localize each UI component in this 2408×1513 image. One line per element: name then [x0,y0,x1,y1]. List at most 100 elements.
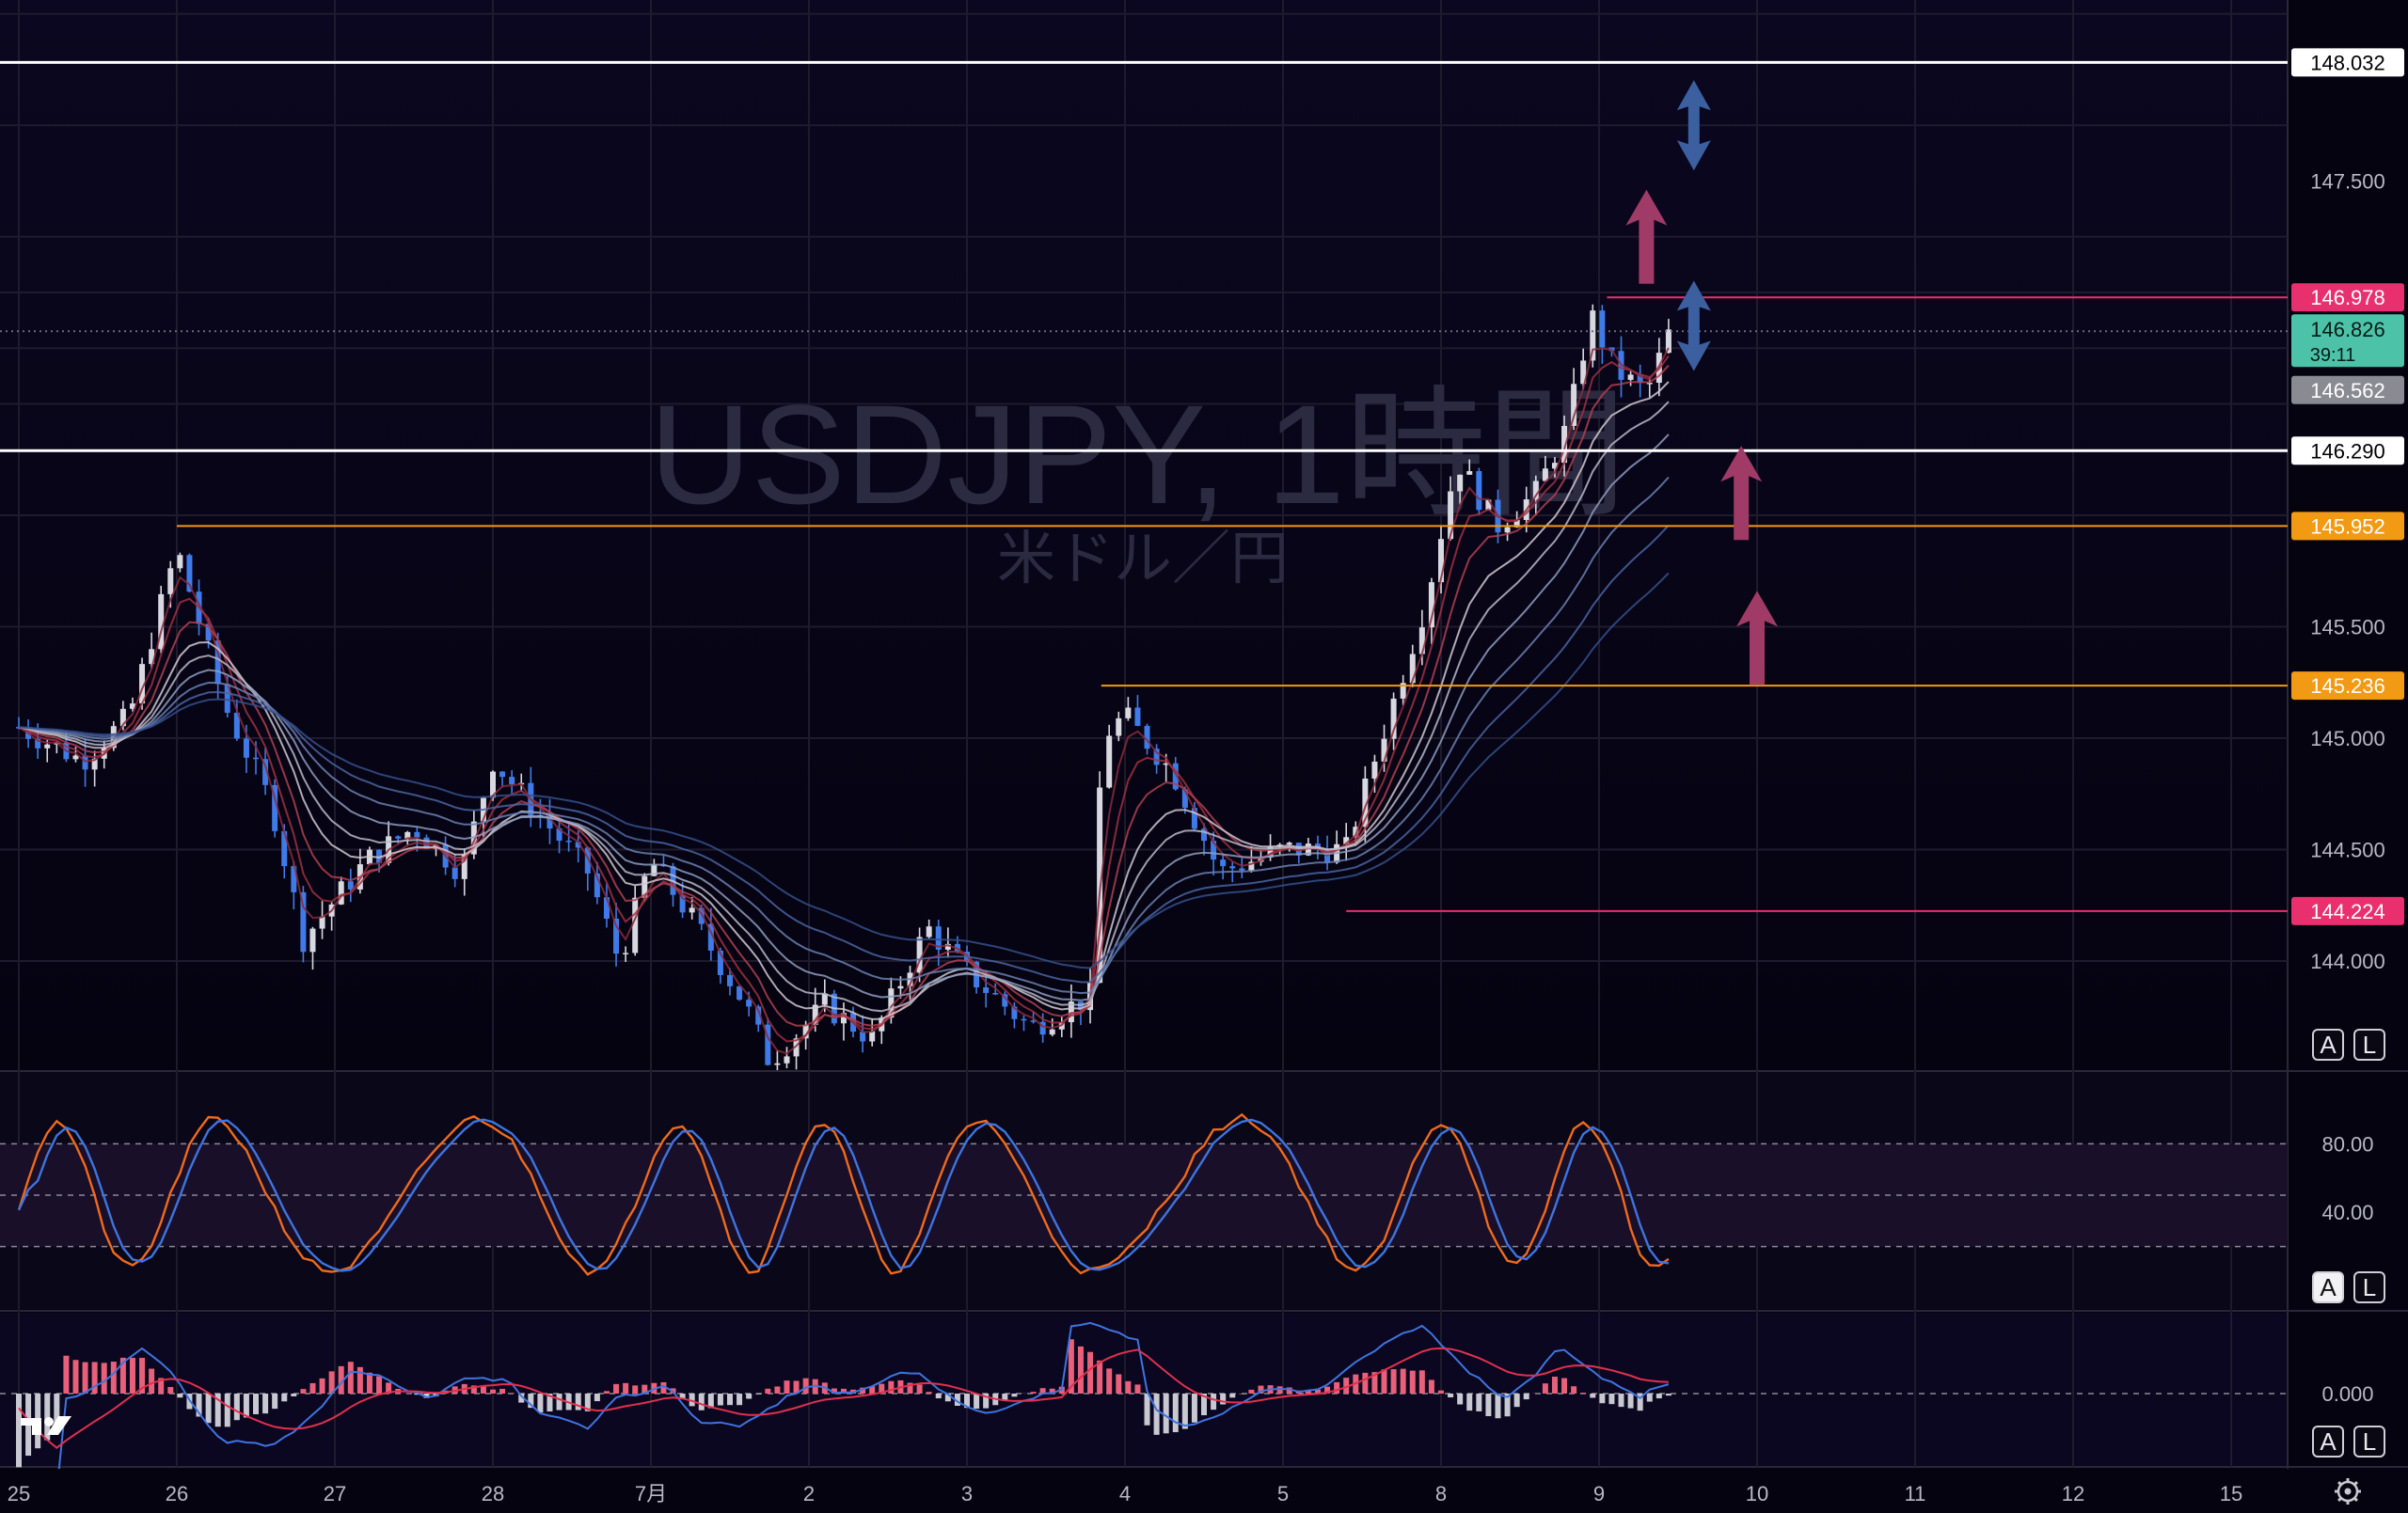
macd-bar [699,1394,705,1411]
macd-bar [1154,1394,1160,1435]
candle-body [1287,843,1292,844]
candle-body [566,841,572,843]
macd-bar [1571,1386,1576,1394]
macd-bar [1145,1394,1150,1426]
level-label-2: 146.562 [2310,379,2385,402]
candle-body [746,1000,752,1006]
macd-bar [1173,1394,1179,1432]
candle-body [1220,859,1226,866]
macd-bar [1248,1390,1254,1394]
price-tick-2: 145.000 [2310,727,2385,750]
macd-bar [1391,1369,1397,1394]
macd-bar [737,1394,742,1405]
candle-body [1457,475,1463,492]
macd-bar [1552,1377,1558,1394]
price-auto-scale-button[interactable]: A [2312,1029,2344,1061]
time-label-13: 12 [2062,1482,2084,1505]
macd-bar [1182,1394,1188,1429]
candle-body [1599,310,1605,347]
macd-bar [376,1377,382,1394]
time-label-2: 27 [324,1482,346,1505]
macd-bar [1656,1394,1662,1398]
macd-bar [300,1389,306,1394]
macd-bar [1164,1394,1169,1433]
macd-bar [1543,1383,1548,1394]
time-label-10: 9 [1593,1482,1605,1505]
candle-body [395,836,401,838]
candle-body [784,1056,789,1063]
macd-bar [262,1394,268,1413]
candle-body [927,926,932,937]
macd-bar [1125,1381,1131,1394]
macd-bar [1087,1352,1093,1394]
macd-bar [936,1394,942,1398]
macd-bar [291,1394,296,1396]
candle-body [253,758,259,760]
candle-body [339,881,344,905]
macd-bar [1457,1394,1463,1405]
candle-body [860,1032,865,1041]
macd-bar [1382,1369,1387,1394]
candle-body [1021,1019,1026,1021]
time-label-6: 3 [961,1482,973,1505]
candle-body [167,568,173,594]
macd-log-scale-button[interactable]: L [2353,1426,2385,1458]
macd-bar [974,1394,979,1409]
macd-bar [604,1391,610,1394]
macd-bar [348,1362,354,1394]
macd-bar [149,1369,154,1394]
macd-bar [1619,1394,1624,1407]
candle-countdown: 39:11 [2310,345,2356,366]
macd-bar [1448,1394,1453,1397]
candle-body [689,907,695,912]
macd-bar [755,1394,761,1395]
macd-bar [1561,1379,1567,1394]
time-axis [0,1469,2408,1508]
macd-bar [1134,1384,1140,1394]
level-label-1: 146.978 [2310,286,2385,309]
macd-bar [1334,1382,1339,1394]
candle-body [897,986,903,989]
candle-body [1116,718,1121,736]
settings-gear-icon[interactable] [2335,1478,2361,1505]
time-label-5: 2 [803,1482,815,1505]
candle-body [632,898,638,954]
macd-bar [927,1392,932,1394]
macd-bar [1401,1369,1406,1394]
candle-body [509,777,515,784]
macd-bar [272,1394,277,1409]
macd-bar [1410,1371,1416,1394]
time-label-11: 10 [1746,1482,1768,1505]
macd-bar [1580,1393,1586,1394]
current-price-value: 146.826 [2310,318,2385,341]
macd-bar [1229,1394,1235,1397]
macd-bar [72,1360,78,1394]
macd-bar [774,1386,780,1394]
time-label-14: 15 [2220,1482,2242,1505]
candle-body [1229,866,1235,868]
time-label-0: 25 [8,1482,30,1505]
time-label-7: 4 [1119,1482,1131,1505]
macd-bar [803,1379,809,1394]
macd-bar [1495,1394,1500,1418]
candle-body [244,738,249,757]
macd-auto-scale-button[interactable]: A [2312,1426,2344,1458]
macd-bar [1220,1394,1226,1405]
candle-body [1628,374,1634,380]
candle-body [83,755,88,769]
macd-bar [784,1380,789,1394]
stoch-log-scale-button[interactable]: L [2353,1271,2385,1303]
candle-body [177,555,182,568]
stoch-auto-scale-button[interactable]: A [2312,1271,2344,1303]
macd-bar [1106,1368,1112,1394]
price-log-scale-button[interactable]: L [2353,1029,2385,1061]
macd-bar [1590,1394,1595,1397]
watermark-subtitle: 米ドル／円 [997,527,1289,591]
macd-bar [594,1394,600,1401]
macd-bar [537,1394,543,1412]
candle-body [983,987,989,993]
macd-bar [244,1394,249,1417]
time-label-9: 8 [1435,1482,1447,1505]
